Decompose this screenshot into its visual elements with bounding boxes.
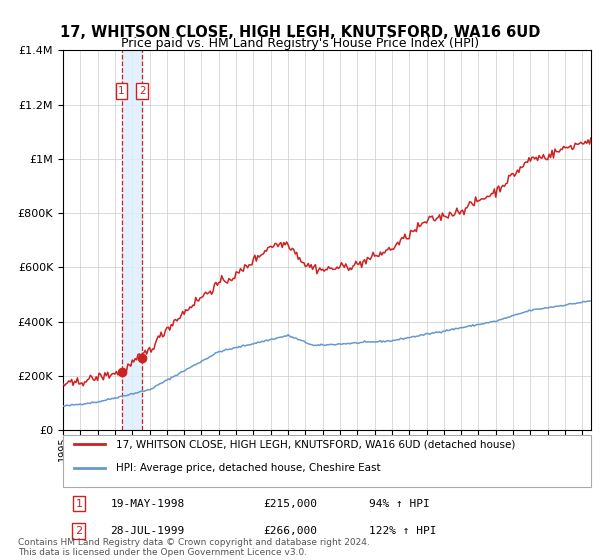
Bar: [122, 50, 142, 430]
Text: 19-MAY-1998: 19-MAY-1998: [110, 499, 185, 508]
Text: 1: 1: [118, 86, 125, 96]
Text: 28-JUL-1999: 28-JUL-1999: [110, 526, 185, 536]
Text: HPI: Average price, detached house, Cheshire East: HPI: Average price, detached house, Ches…: [116, 463, 380, 473]
Text: £266,000: £266,000: [263, 526, 317, 536]
Text: Contains HM Land Registry data © Crown copyright and database right 2024.
This d: Contains HM Land Registry data © Crown c…: [18, 538, 370, 557]
Text: 122% ↑ HPI: 122% ↑ HPI: [369, 526, 437, 536]
Text: 17, WHITSON CLOSE, HIGH LEGH, KNUTSFORD, WA16 6UD (detached house): 17, WHITSON CLOSE, HIGH LEGH, KNUTSFORD,…: [116, 440, 515, 449]
Text: 2: 2: [139, 86, 145, 96]
Text: Price paid vs. HM Land Registry's House Price Index (HPI): Price paid vs. HM Land Registry's House …: [121, 37, 479, 50]
Text: 1: 1: [76, 499, 82, 508]
FancyBboxPatch shape: [63, 435, 591, 487]
Text: 17, WHITSON CLOSE, HIGH LEGH, KNUTSFORD, WA16 6UD: 17, WHITSON CLOSE, HIGH LEGH, KNUTSFORD,…: [60, 25, 540, 40]
Text: 2: 2: [75, 526, 82, 536]
Text: 94% ↑ HPI: 94% ↑ HPI: [369, 499, 430, 508]
Text: £215,000: £215,000: [263, 499, 317, 508]
